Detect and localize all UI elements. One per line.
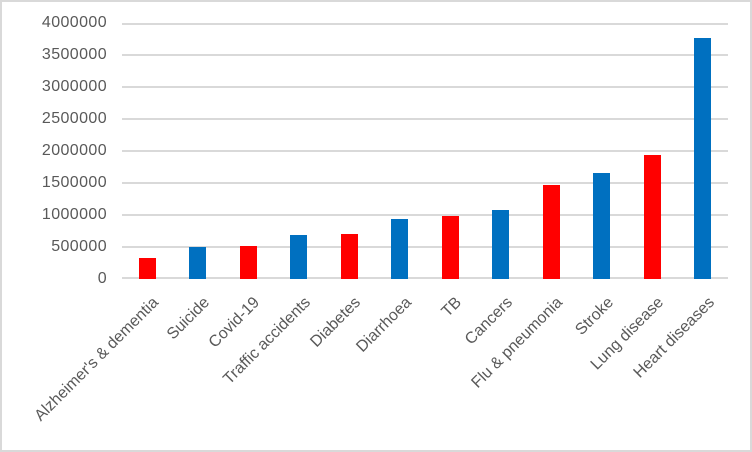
bar-tb — [441, 216, 459, 279]
bar-cancers — [492, 210, 510, 279]
y-tick-label: 1000000 — [41, 206, 107, 223]
y-tick-label: 3000000 — [41, 78, 107, 95]
y-tick-label: 3500000 — [41, 46, 107, 63]
y-tick-label: 0 — [97, 270, 107, 287]
y-tick-label: 2500000 — [41, 110, 107, 127]
bar-heart-diseases — [694, 38, 712, 279]
x-axis-line — [122, 277, 728, 279]
gridline — [122, 182, 728, 184]
y-tick-label: 500000 — [51, 238, 107, 255]
bar-lung-disease — [643, 155, 661, 279]
gridline — [122, 118, 728, 120]
gridline — [122, 246, 728, 248]
bar-flu-pneumonia — [542, 185, 560, 279]
bar-covid-19 — [239, 246, 257, 279]
y-tick-label: 1500000 — [41, 174, 107, 191]
y-tick-label: 4000000 — [41, 14, 107, 31]
gridline — [122, 23, 728, 25]
gridline — [122, 86, 728, 88]
plot-area — [122, 23, 728, 279]
bar-alzheimer-s-dementia — [138, 258, 156, 279]
bar-stroke — [593, 173, 611, 279]
bar-suicide — [189, 247, 207, 279]
bar-diarrhoea — [391, 219, 409, 279]
gridline — [122, 54, 728, 56]
bar-diabetes — [340, 234, 358, 279]
gridline — [122, 150, 728, 152]
y-tick-label: 2000000 — [41, 142, 107, 159]
bar-traffic-accidents — [290, 235, 308, 279]
gridline — [122, 214, 728, 216]
